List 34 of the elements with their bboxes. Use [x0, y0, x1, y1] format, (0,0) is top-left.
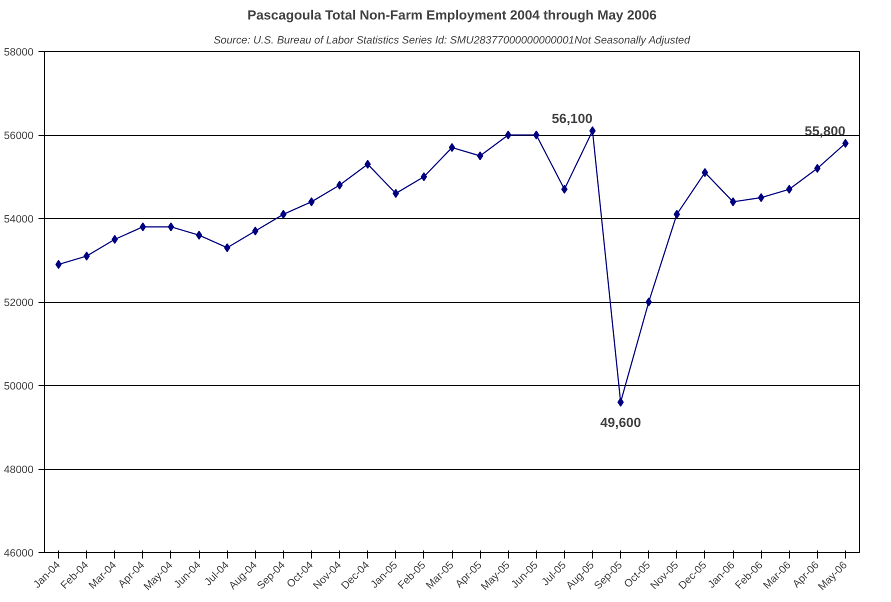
point — [448, 143, 456, 152]
point — [533, 130, 540, 140]
point — [196, 230, 202, 240]
point — [336, 180, 343, 190]
point — [617, 398, 624, 407]
data-label: 56,100 — [552, 110, 593, 126]
point — [280, 210, 287, 219]
y-tick-label: 56000 — [4, 130, 34, 142]
chart-subtitle: Source: U.S. Bureau of Labor Statistics Series Id: SMU28377000000000001Not Seasonally Adjusted — [214, 34, 692, 46]
y-tick-label: 48000 — [4, 464, 34, 476]
point — [730, 197, 736, 206]
data-label: 49,600 — [600, 415, 642, 430]
point — [55, 260, 62, 269]
point — [646, 298, 652, 306]
y-tick-label: 58000 — [4, 46, 34, 58]
chart-title: Pascagoula Total Non-Farm Employment 2004 through May 2006 — [247, 8, 657, 22]
point — [476, 151, 484, 160]
data-label: 55,800 — [804, 123, 846, 138]
point — [83, 252, 90, 261]
point — [561, 184, 568, 194]
point — [140, 222, 146, 232]
y-tick-label: 52000 — [4, 297, 34, 309]
point — [505, 130, 512, 140]
point — [420, 172, 428, 182]
point — [814, 164, 821, 173]
point — [168, 222, 174, 232]
point — [308, 197, 315, 206]
y-tick-label: 54000 — [4, 214, 34, 226]
y-tick-label: 46000 — [4, 548, 34, 560]
y-tick-label: 50000 — [4, 380, 34, 392]
point — [702, 168, 708, 178]
point — [758, 193, 764, 202]
point — [589, 126, 596, 136]
point — [842, 138, 849, 148]
